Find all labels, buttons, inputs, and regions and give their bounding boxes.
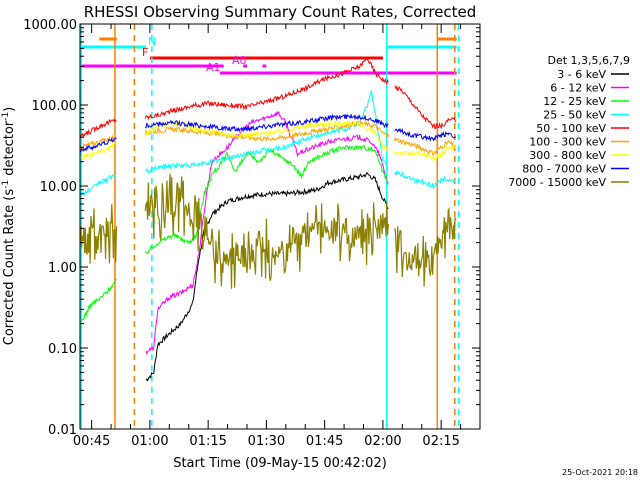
y-axis-label: Corrected Count Rate (s-1 detector-1) <box>1 107 17 345</box>
plot-frame <box>79 23 481 430</box>
x-tick-label: 00:45 <box>73 434 110 449</box>
legend-label: 50 - 100 keV <box>536 122 606 135</box>
series-25-50-kev <box>80 89 457 197</box>
legend-label: 7000 - 15000 keV <box>508 176 606 189</box>
legend-label: 300 - 800 keV <box>529 149 606 162</box>
y-tick-label: 100.00 <box>32 99 78 114</box>
y-axis: 0.01 0.10 1.00 10.00 100.00 1000.00 <box>23 18 480 438</box>
y-tick-label: 1000.00 <box>23 18 77 33</box>
flag-label-n: N <box>148 35 156 48</box>
x-tick-label: 02:15 <box>422 434 459 449</box>
series-50-100-kev <box>80 57 457 139</box>
date-stamp: 25-Oct-2021 20:18 <box>562 468 638 477</box>
y-tick-label: 1.00 <box>48 261 77 276</box>
legend-label: 800 - 7000 keV <box>522 163 606 176</box>
chart-title: RHESSI Observing Summary Count Rates, Co… <box>84 3 477 21</box>
legend-label: 6 - 12 keV <box>550 82 606 95</box>
legend-title: Det 1,3,5,6,7,9 <box>547 54 630 67</box>
legend-label: 25 - 50 keV <box>543 109 606 122</box>
x-axis: 00:45 01:00 01:15 01:30 01:45 02:00 02:15 <box>73 24 462 449</box>
x-tick-label: 02:00 <box>364 434 401 449</box>
series-12-25-kev <box>80 144 389 323</box>
x-axis-label: Start Time (09-May-15 00:42:02) <box>173 456 387 471</box>
x-tick-label: 01:00 <box>131 434 168 449</box>
flag-label-a0: A0 <box>232 54 247 67</box>
flag-label-f: F <box>142 46 148 59</box>
y-tick-label: 0.01 <box>48 423 77 438</box>
legend-label: 3 - 6 keV <box>557 68 606 81</box>
series-300-800-kev <box>80 119 457 163</box>
series-3-6-kev <box>145 172 389 382</box>
flag-label-a1: A1 <box>206 61 221 74</box>
series-layer <box>80 57 457 382</box>
series-800-7000-kev <box>80 113 457 153</box>
vlines-layer <box>80 24 460 429</box>
x-tick-label: 01:45 <box>306 434 343 449</box>
series-6-12-kev <box>145 110 389 355</box>
y-tick-label: 10.00 <box>40 180 77 195</box>
legend-label: 12 - 25 keV <box>543 95 606 108</box>
x-tick-label: 01:30 <box>248 434 285 449</box>
y-tick-label: 0.10 <box>48 342 77 357</box>
legend-label: 100 - 300 keV <box>529 136 606 149</box>
series-7000-15000-kev <box>80 173 457 289</box>
x-tick-label: 01:15 <box>189 434 226 449</box>
